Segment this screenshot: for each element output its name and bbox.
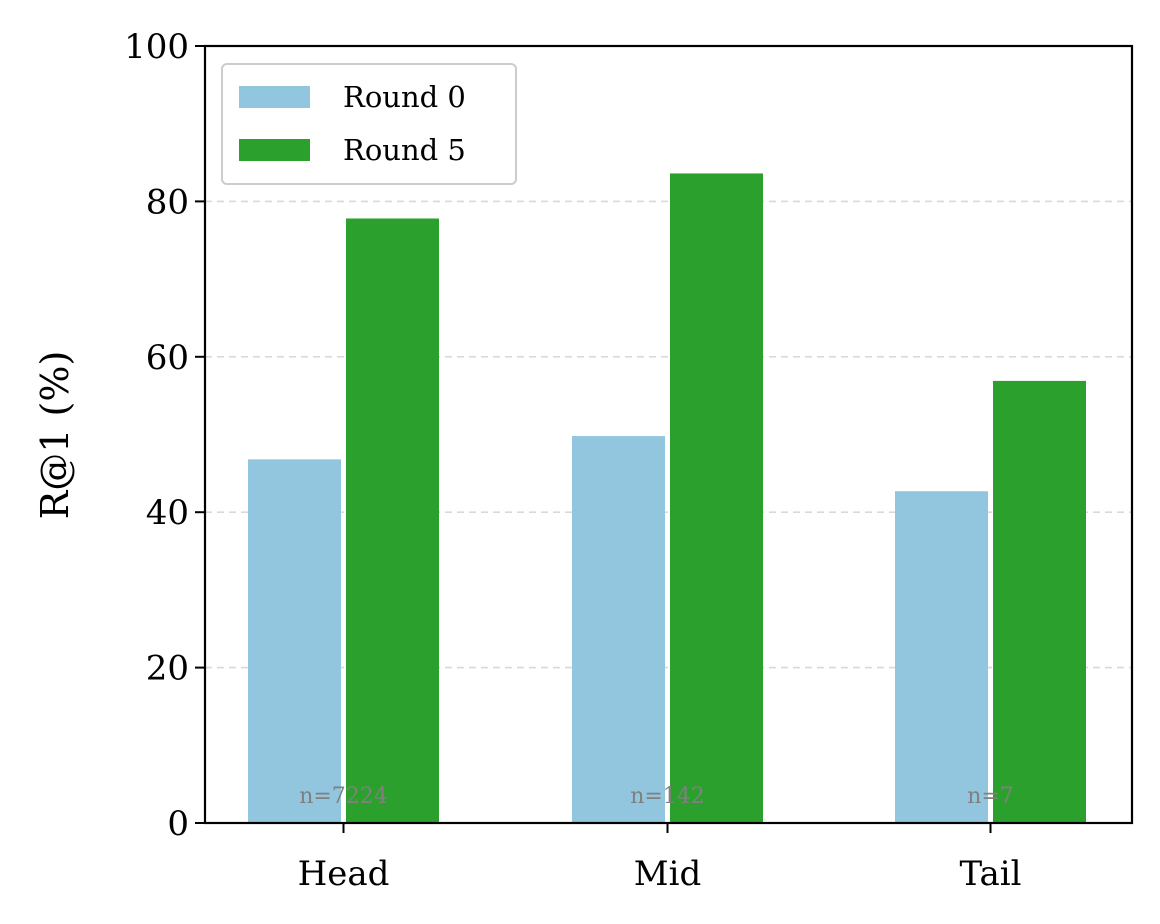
bar-count-annotation: n=7224 [299,784,388,809]
bar-count-annotation: n=7 [967,784,1014,809]
legend-swatch [239,86,310,108]
bar-round-5-tail [993,380,1086,823]
bar-round-0-head [248,459,341,823]
bars [248,173,1086,824]
gridlines [205,200,1132,669]
bar-round-0-tail [895,491,988,823]
y-axis-label: R@1 (%) [33,351,77,520]
y-tick-label: 40 [146,493,189,533]
legend-swatch [239,139,310,161]
x-tick-label: Mid [634,854,701,894]
y-tick-label: 0 [167,804,189,844]
bar-round-0-mid [572,436,665,823]
annotations: n=7224 n=142 n=7 [299,784,1014,809]
legend: Round 0 Round 5 [221,63,517,185]
y-tick-label: 20 [146,649,189,689]
x-tick-label: Tail [959,854,1021,894]
bar-count-annotation: n=142 [630,784,705,809]
x-tick-label: Head [298,854,390,894]
bar-round-5-head [346,218,439,823]
y-tick-label: 60 [146,338,189,378]
ticks: 0 20 40 60 80 100 Head Mid Tail [124,27,1021,894]
legend-label: Round 0 [343,80,466,114]
legend-label: Round 5 [343,133,466,167]
y-tick-label: 80 [146,182,189,222]
bar-round-5-mid [670,173,763,824]
y-tick-label: 100 [124,27,189,67]
